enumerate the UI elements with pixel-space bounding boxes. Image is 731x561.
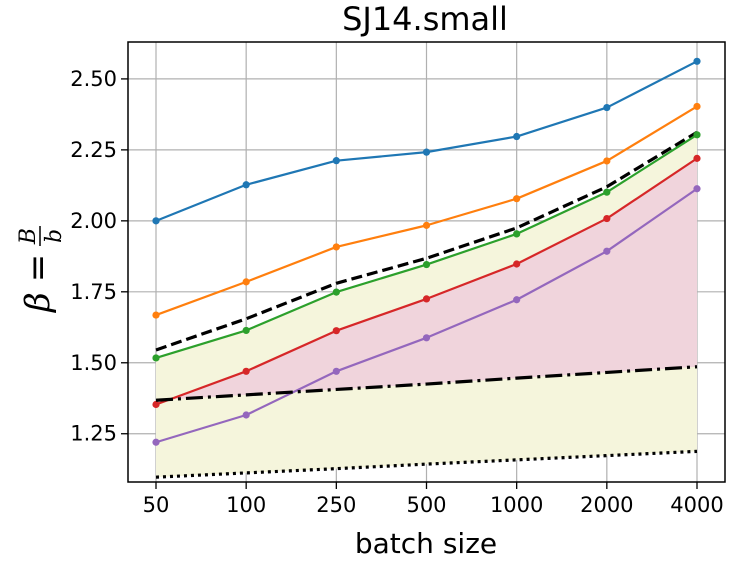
x-tick-label: 4000 bbox=[670, 493, 723, 517]
orange-data-point bbox=[513, 195, 521, 203]
purple-data-point bbox=[152, 438, 160, 446]
purple-data-point bbox=[603, 247, 611, 255]
orange-data-point bbox=[422, 221, 431, 229]
y-tick-label: 2.00 bbox=[70, 209, 117, 233]
green-data-point bbox=[603, 188, 611, 196]
blue-data-point bbox=[242, 181, 250, 189]
pink-band-fill bbox=[156, 158, 697, 405]
green-data-point bbox=[513, 230, 521, 238]
purple-data-point bbox=[242, 411, 250, 419]
y-tick-label: 1.50 bbox=[70, 351, 117, 375]
y-tick-label: 2.50 bbox=[70, 67, 117, 91]
green-data-point bbox=[693, 131, 701, 139]
red-data-point bbox=[693, 154, 701, 162]
blue-data-point bbox=[603, 103, 611, 112]
y-tick-label: 2.25 bbox=[70, 138, 117, 162]
purple-data-point bbox=[693, 185, 701, 193]
x-tick-label: 2000 bbox=[580, 493, 633, 517]
red-data-point bbox=[152, 400, 160, 409]
y-tick-label: 1.75 bbox=[70, 280, 117, 304]
green-data-point bbox=[422, 260, 431, 269]
purple-data-point bbox=[332, 367, 340, 375]
y-axis-label-symbol: β bbox=[18, 292, 58, 314]
x-tick-label: 1000 bbox=[490, 493, 543, 517]
blue-data-point bbox=[693, 57, 701, 65]
x-axis-label: batch size bbox=[355, 527, 497, 560]
y-axis-label-denominator: b bbox=[42, 229, 67, 243]
green-data-point bbox=[332, 288, 340, 296]
orange-data-point bbox=[693, 102, 701, 111]
series-lines bbox=[152, 57, 701, 479]
dashdot-black-series-line bbox=[155, 365, 698, 402]
blue-data-point bbox=[513, 132, 521, 141]
y-tick-label: 1.25 bbox=[70, 422, 117, 446]
chart-title: SJ14.small bbox=[342, 0, 508, 38]
y-axis-label: β = B b bbox=[16, 226, 67, 314]
orange-data-point bbox=[152, 311, 160, 319]
orange-data-point bbox=[242, 278, 250, 286]
y-axis-label-numerator: B bbox=[16, 228, 41, 245]
purple-data-point bbox=[513, 296, 521, 304]
red-data-point bbox=[513, 260, 521, 268]
x-tick-label: 250 bbox=[316, 493, 356, 517]
x-tick-label: 500 bbox=[406, 493, 446, 517]
blue-data-point bbox=[332, 157, 340, 165]
y-axis-label-equals: = bbox=[18, 254, 58, 283]
blue-data-point bbox=[422, 148, 431, 156]
x-tick-label: 50 bbox=[143, 493, 170, 517]
x-tick-label: 100 bbox=[226, 493, 266, 517]
x-ticks: 50 100 250 500 1000 2000 4000 bbox=[143, 482, 724, 517]
red-data-point bbox=[332, 327, 340, 335]
blue-data-point bbox=[152, 217, 160, 225]
green-data-point bbox=[152, 354, 160, 362]
orange-data-point bbox=[603, 157, 611, 165]
red-data-point bbox=[242, 367, 250, 375]
red-data-point bbox=[603, 214, 611, 223]
orange-data-point bbox=[332, 243, 340, 251]
green-data-point bbox=[242, 326, 250, 335]
y-ticks: 1.25 1.50 1.75 2.00 2.25 2.50 bbox=[70, 67, 128, 446]
purple-data-point bbox=[422, 334, 431, 342]
red-data-point bbox=[422, 295, 431, 303]
dashed-black-series-line bbox=[155, 130, 698, 352]
